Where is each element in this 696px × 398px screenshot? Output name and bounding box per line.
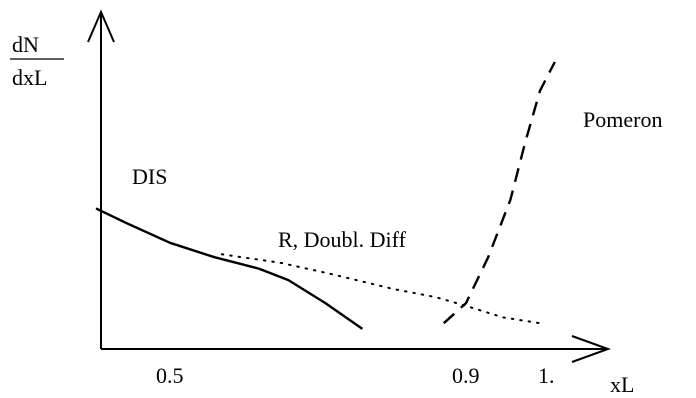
y-label-numerator: dN (12, 32, 39, 57)
x-label: xL (610, 372, 634, 397)
series-line-dis (95, 207, 364, 330)
x-tick-label: 0.5 (156, 363, 184, 388)
series-label-pomeron: Pomeron (583, 107, 662, 132)
y-axis-arrow (87, 9, 115, 43)
series-label-dis: DIS (132, 164, 167, 189)
series-line-r-doubl-diff (220, 253, 541, 325)
x-tick-label: 0.9 (452, 363, 480, 388)
series-label-r-doubl-diff: R, Doubl. Diff (278, 227, 407, 252)
series-line-pomeron (442, 61, 556, 325)
y-label-denominator: dxL (12, 65, 47, 90)
x-axis-arrow (571, 335, 611, 363)
x-tick-label: 1. (538, 363, 555, 388)
